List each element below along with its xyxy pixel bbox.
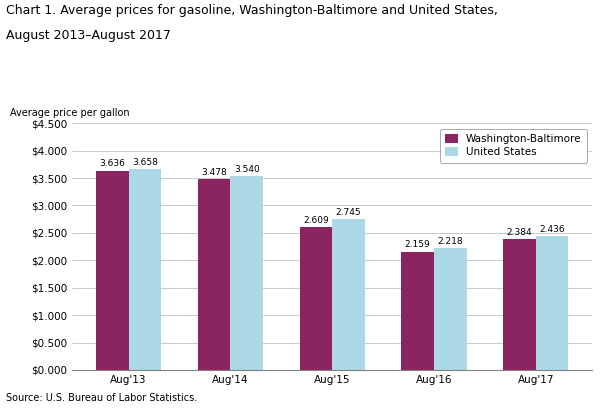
Text: Source: U.S. Bureau of Labor Statistics.: Source: U.S. Bureau of Labor Statistics. (6, 393, 198, 403)
Text: August 2013–August 2017: August 2013–August 2017 (6, 29, 171, 42)
Bar (434, 248, 466, 370)
Bar (129, 169, 161, 370)
Bar (96, 171, 129, 370)
Text: 2.745: 2.745 (336, 208, 361, 217)
Bar (332, 219, 365, 370)
Text: 3.540: 3.540 (234, 165, 260, 174)
Text: 2.159: 2.159 (405, 240, 431, 249)
Bar (300, 227, 332, 370)
Bar (198, 179, 231, 370)
Text: 2.384: 2.384 (507, 228, 532, 237)
Legend: Washington-Baltimore, United States: Washington-Baltimore, United States (440, 129, 586, 162)
Text: 2.609: 2.609 (303, 216, 329, 225)
Text: Chart 1. Average prices for gasoline, Washington-Baltimore and United States,: Chart 1. Average prices for gasoline, Wa… (6, 4, 498, 17)
Text: 3.658: 3.658 (132, 158, 158, 167)
Text: 3.478: 3.478 (201, 168, 227, 177)
Text: Average price per gallon: Average price per gallon (10, 109, 130, 118)
Bar (231, 176, 263, 370)
Bar (536, 236, 568, 370)
Text: 2.218: 2.218 (437, 237, 463, 246)
Text: 2.436: 2.436 (539, 225, 565, 234)
Bar (503, 239, 536, 370)
Text: 3.636: 3.636 (100, 159, 125, 169)
Bar (402, 252, 434, 370)
